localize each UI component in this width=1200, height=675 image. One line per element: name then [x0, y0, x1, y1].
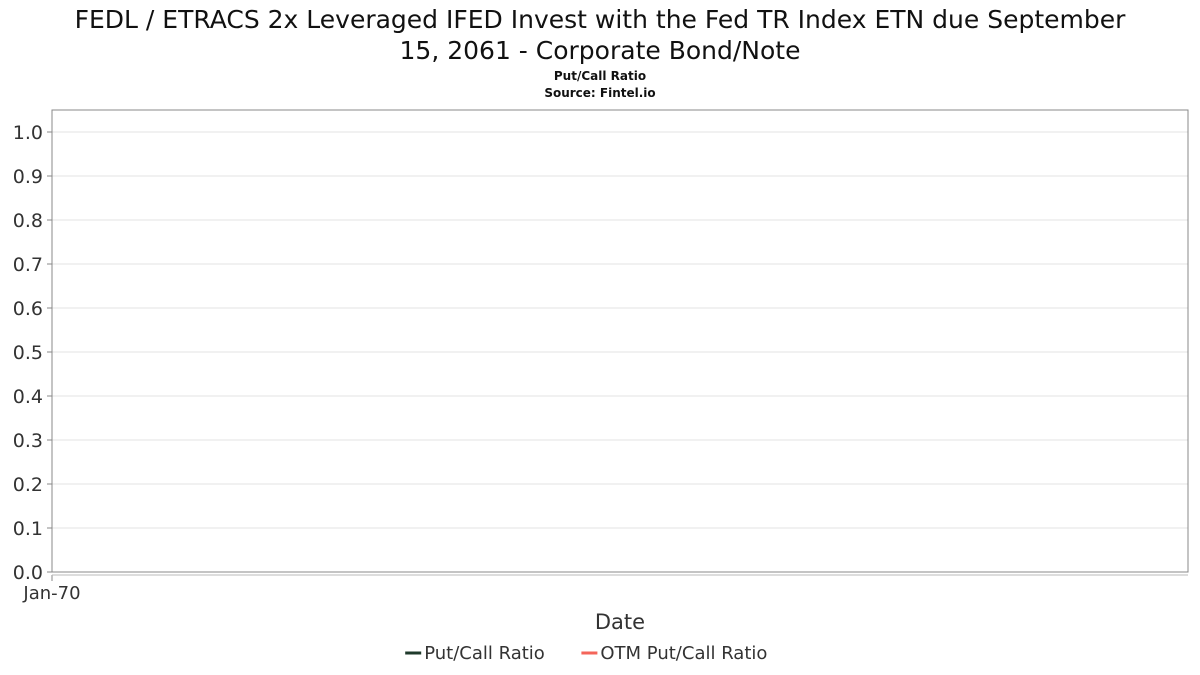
y-tick-label: 0.9: [13, 166, 43, 188]
chart-title-line-2: 15, 2061 - Corporate Bond/Note: [400, 36, 801, 65]
y-tick-label: 0.1: [13, 518, 43, 540]
y-tick-label: 0.2: [13, 474, 43, 496]
y-tick-label: 0.6: [13, 298, 43, 320]
y-tick-label: 0.3: [13, 430, 43, 452]
legend: Put/Call Ratio OTM Put/Call Ratio: [405, 643, 767, 664]
plot-area: [51, 109, 1189, 573]
legend-item: Put/Call Ratio: [405, 643, 545, 664]
x-axis-label: Date: [595, 610, 645, 634]
y-tick-label: 0.0: [13, 562, 43, 584]
y-tick-label: 1.0: [13, 122, 43, 144]
y-tick-label: 0.7: [13, 254, 43, 276]
chart-subtitle-line-2: Source: Fintel.io: [544, 86, 655, 100]
y-axis: 0.0 0.1 0.2 0.3 0.4 0.5 0.6 0.7 0.8 0.9 1.0: [13, 122, 52, 584]
y-tick-label: 0.5: [13, 342, 43, 364]
chart-subtitle-line-1: Put/Call Ratio: [554, 69, 646, 83]
x-tick-label: Jan-70: [22, 583, 80, 604]
gridlines: [52, 131, 1188, 529]
legend-label: Put/Call Ratio: [424, 643, 545, 664]
y-tick-label: 0.4: [13, 386, 43, 408]
x-axis: Jan-70: [22, 575, 81, 604]
y-tick-label: 0.8: [13, 210, 43, 232]
legend-label: OTM Put/Call Ratio: [600, 643, 767, 664]
chart-title-line-1: FEDL / ETRACS 2x Leveraged IFED Invest w…: [75, 5, 1126, 34]
legend-item: OTM Put/Call Ratio: [581, 643, 767, 664]
